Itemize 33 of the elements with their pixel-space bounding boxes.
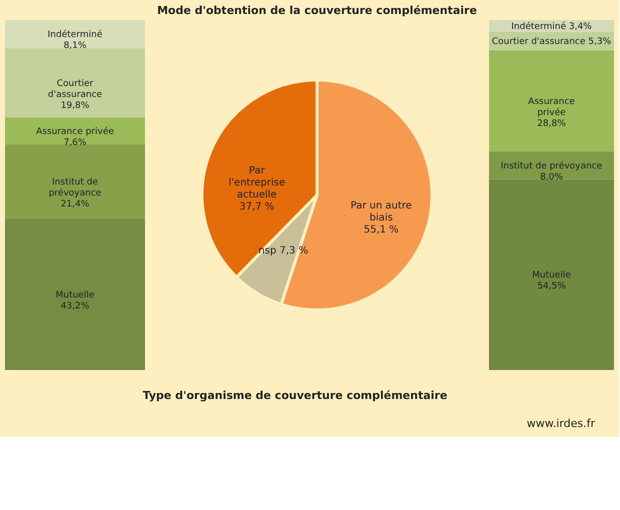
- data-label: 54,5%: [537, 282, 566, 292]
- chart-title: Mode d'obtention de la couverture complémentaire: [157, 4, 477, 17]
- data-label: 21,4%: [60, 200, 90, 210]
- series-label: Assurance privée: [36, 126, 114, 137]
- series-label: Mutuelle: [532, 270, 572, 281]
- series-label: Mutuelle: [56, 290, 95, 300]
- slice-label: nsp 7,3 %: [258, 246, 308, 257]
- bar: [5, 144, 145, 219]
- slice-label: Par un autre biais: [350, 200, 412, 224]
- series-label: Institut de prévoyance: [500, 160, 603, 172]
- data-label: 43,2%: [60, 301, 90, 312]
- series-label: Indéterminé: [48, 29, 103, 40]
- data-label: 28,8%: [537, 118, 566, 129]
- bar: [5, 218, 145, 370]
- slice-label: Par l'entreprise actuelle: [228, 165, 286, 200]
- text: Indéterminé 3,4%: [511, 22, 592, 32]
- bar: [489, 179, 614, 370]
- data-label: 8,0%: [540, 172, 564, 182]
- bar: [489, 50, 614, 152]
- bar: [5, 118, 145, 144]
- bar: [5, 20, 145, 48]
- text: Type d'organisme de couverture complémentaire: [142, 389, 448, 402]
- series-label: Assurance privée: [528, 96, 576, 118]
- data-label: 55,1 %: [364, 224, 399, 236]
- data-label: 7,6%: [64, 138, 87, 148]
- series-label: Courtier d'assurance: [48, 78, 103, 100]
- data-label: 19,8%: [60, 100, 90, 111]
- data-label: 8,1%: [64, 41, 87, 52]
- text: Courtier d'assurance 5,3%: [492, 37, 612, 48]
- bar: [5, 48, 145, 118]
- data-label: 37,7 %: [239, 201, 274, 212]
- text: www.irdes.fr: [526, 417, 596, 430]
- series-label: Institut de prévoyance: [48, 178, 102, 199]
